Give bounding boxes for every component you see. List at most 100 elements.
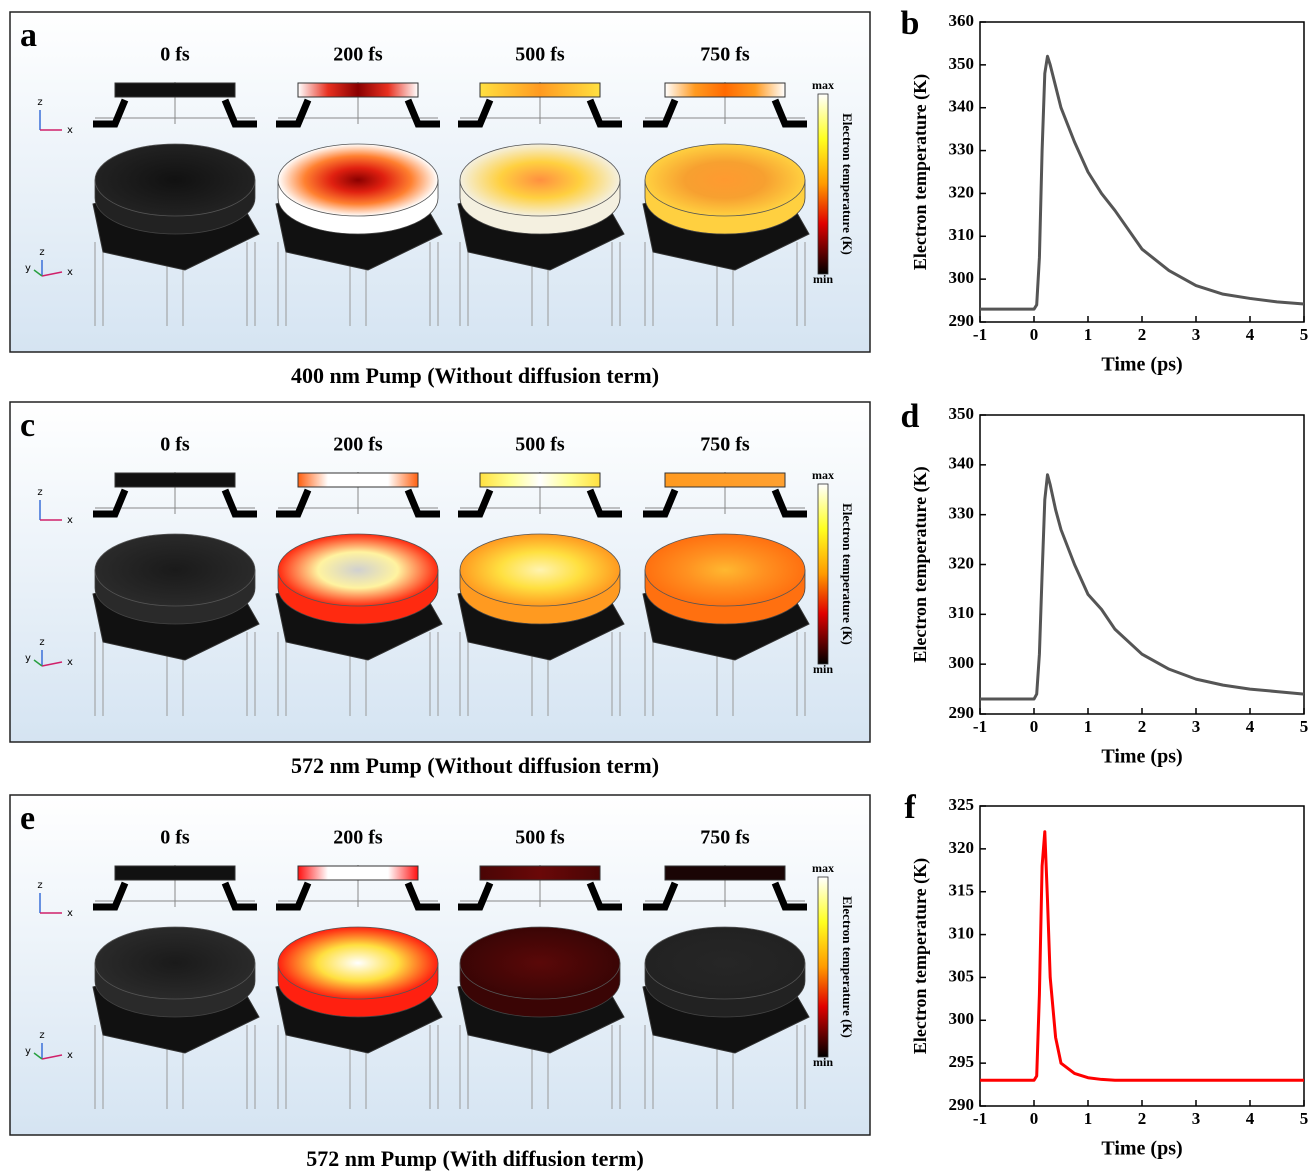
y-tick-label: 300 — [949, 653, 975, 672]
section-bar — [115, 473, 235, 487]
axis-letter: x — [67, 657, 73, 668]
panel-letter: c — [20, 407, 35, 444]
data-line — [980, 832, 1304, 1081]
panel-caption: 572 nm Pump (With diffusion term) — [306, 1146, 644, 1171]
colorbar-max: max — [812, 861, 834, 875]
data-line — [980, 56, 1304, 309]
y-axis-label: Electron temperature (K) — [910, 858, 931, 1054]
figure: a0 fs200 fs500 fs750 fszxyzxmaxminElectr… — [0, 0, 1312, 1171]
time-label: 750 fs — [700, 44, 750, 66]
disk-top — [645, 534, 805, 606]
axis-letter: y — [25, 653, 31, 664]
colorbar-min: min — [813, 1055, 833, 1069]
x-tick-label: 1 — [1084, 325, 1093, 344]
y-axis-label: Electron temperature (K) — [910, 74, 931, 270]
axis-letter: x — [67, 267, 73, 278]
time-label: 200 fs — [333, 44, 383, 66]
time-label: 0 fs — [160, 44, 190, 66]
y-tick-label: 310 — [949, 923, 975, 942]
axis-letter: x — [67, 1050, 73, 1061]
y-tick-label: 290 — [949, 311, 975, 330]
y-tick-label: 290 — [949, 1095, 975, 1114]
section-bar — [298, 866, 418, 880]
y-tick-label: 300 — [949, 268, 975, 287]
x-tick-label: 3 — [1192, 1109, 1201, 1128]
time-label: 200 fs — [333, 434, 383, 456]
disk-top — [460, 927, 620, 999]
disk-top — [95, 144, 255, 216]
colorbar-label: Electron temperature (K) — [840, 113, 855, 255]
plot-frame — [980, 415, 1304, 714]
axis-letter: x — [67, 515, 73, 526]
time-label: 500 fs — [515, 44, 565, 66]
colorbar — [818, 484, 828, 664]
x-tick-label: 2 — [1138, 325, 1147, 344]
x-tick-label: 3 — [1192, 717, 1201, 736]
x-axis-label: Time (ps) — [1101, 1138, 1182, 1160]
axis-letter: z — [37, 880, 42, 891]
x-tick-label: 4 — [1246, 717, 1255, 736]
panel-letter: e — [20, 800, 35, 837]
section-bar — [115, 866, 235, 880]
x-tick-label: 2 — [1138, 717, 1147, 736]
disk-top — [278, 927, 438, 999]
y-tick-label: 320 — [949, 838, 975, 857]
y-tick-label: 360 — [949, 11, 975, 30]
x-tick-label: 5 — [1300, 717, 1309, 736]
axis-letter: x — [67, 125, 73, 136]
disk-top — [278, 534, 438, 606]
section-bar — [665, 473, 785, 487]
colorbar-max: max — [812, 468, 834, 482]
x-tick-label: 5 — [1300, 325, 1309, 344]
section-bar — [115, 83, 235, 97]
y-tick-label: 350 — [949, 54, 975, 73]
colorbar-label: Electron temperature (K) — [840, 896, 855, 1038]
section-bar — [480, 473, 600, 487]
section-bar — [298, 473, 418, 487]
disk-top — [278, 144, 438, 216]
x-tick-label: 0 — [1030, 325, 1039, 344]
x-tick-label: 1 — [1084, 1109, 1093, 1128]
panel-caption: 572 nm Pump (Without diffusion term) — [291, 753, 659, 778]
time-label: 500 fs — [515, 827, 565, 849]
time-label: 750 fs — [700, 827, 750, 849]
x-tick-label: 4 — [1246, 325, 1255, 344]
data-line — [980, 475, 1304, 699]
x-axis-label: Time (ps) — [1101, 354, 1182, 376]
y-tick-label: 320 — [949, 182, 975, 201]
panel-letter: a — [20, 17, 37, 54]
y-tick-label: 350 — [949, 404, 975, 423]
y-axis-label: Electron temperature (K) — [910, 466, 931, 662]
x-tick-label: -1 — [973, 325, 987, 344]
axis-letter: y — [25, 263, 31, 274]
axis-letter: z — [39, 1030, 44, 1041]
y-tick-label: 300 — [949, 1009, 975, 1028]
x-tick-label: 3 — [1192, 325, 1201, 344]
time-label: 750 fs — [700, 434, 750, 456]
colorbar-min: min — [813, 272, 833, 286]
y-tick-label: 330 — [949, 504, 975, 523]
y-tick-label: 315 — [949, 881, 975, 900]
disk-top — [460, 534, 620, 606]
time-label: 500 fs — [515, 434, 565, 456]
y-tick-label: 340 — [949, 454, 975, 473]
time-label: 0 fs — [160, 827, 190, 849]
axis-letter: z — [39, 637, 44, 648]
time-label: 200 fs — [333, 827, 383, 849]
y-tick-label: 340 — [949, 97, 975, 116]
y-tick-label: 295 — [949, 1052, 975, 1071]
x-tick-label: -1 — [973, 717, 987, 736]
time-label: 0 fs — [160, 434, 190, 456]
colorbar-max: max — [812, 78, 834, 92]
section-bar — [480, 83, 600, 97]
axis-letter: z — [37, 97, 42, 108]
panel-letter: f — [904, 789, 916, 826]
axis-letter: x — [67, 908, 73, 919]
section-bar — [665, 866, 785, 880]
x-tick-label: -1 — [973, 1109, 987, 1128]
axis-letter: z — [37, 487, 42, 498]
y-tick-label: 320 — [949, 553, 975, 572]
panel-letter: d — [901, 398, 920, 435]
plot-frame — [980, 806, 1304, 1106]
colorbar-min: min — [813, 662, 833, 676]
